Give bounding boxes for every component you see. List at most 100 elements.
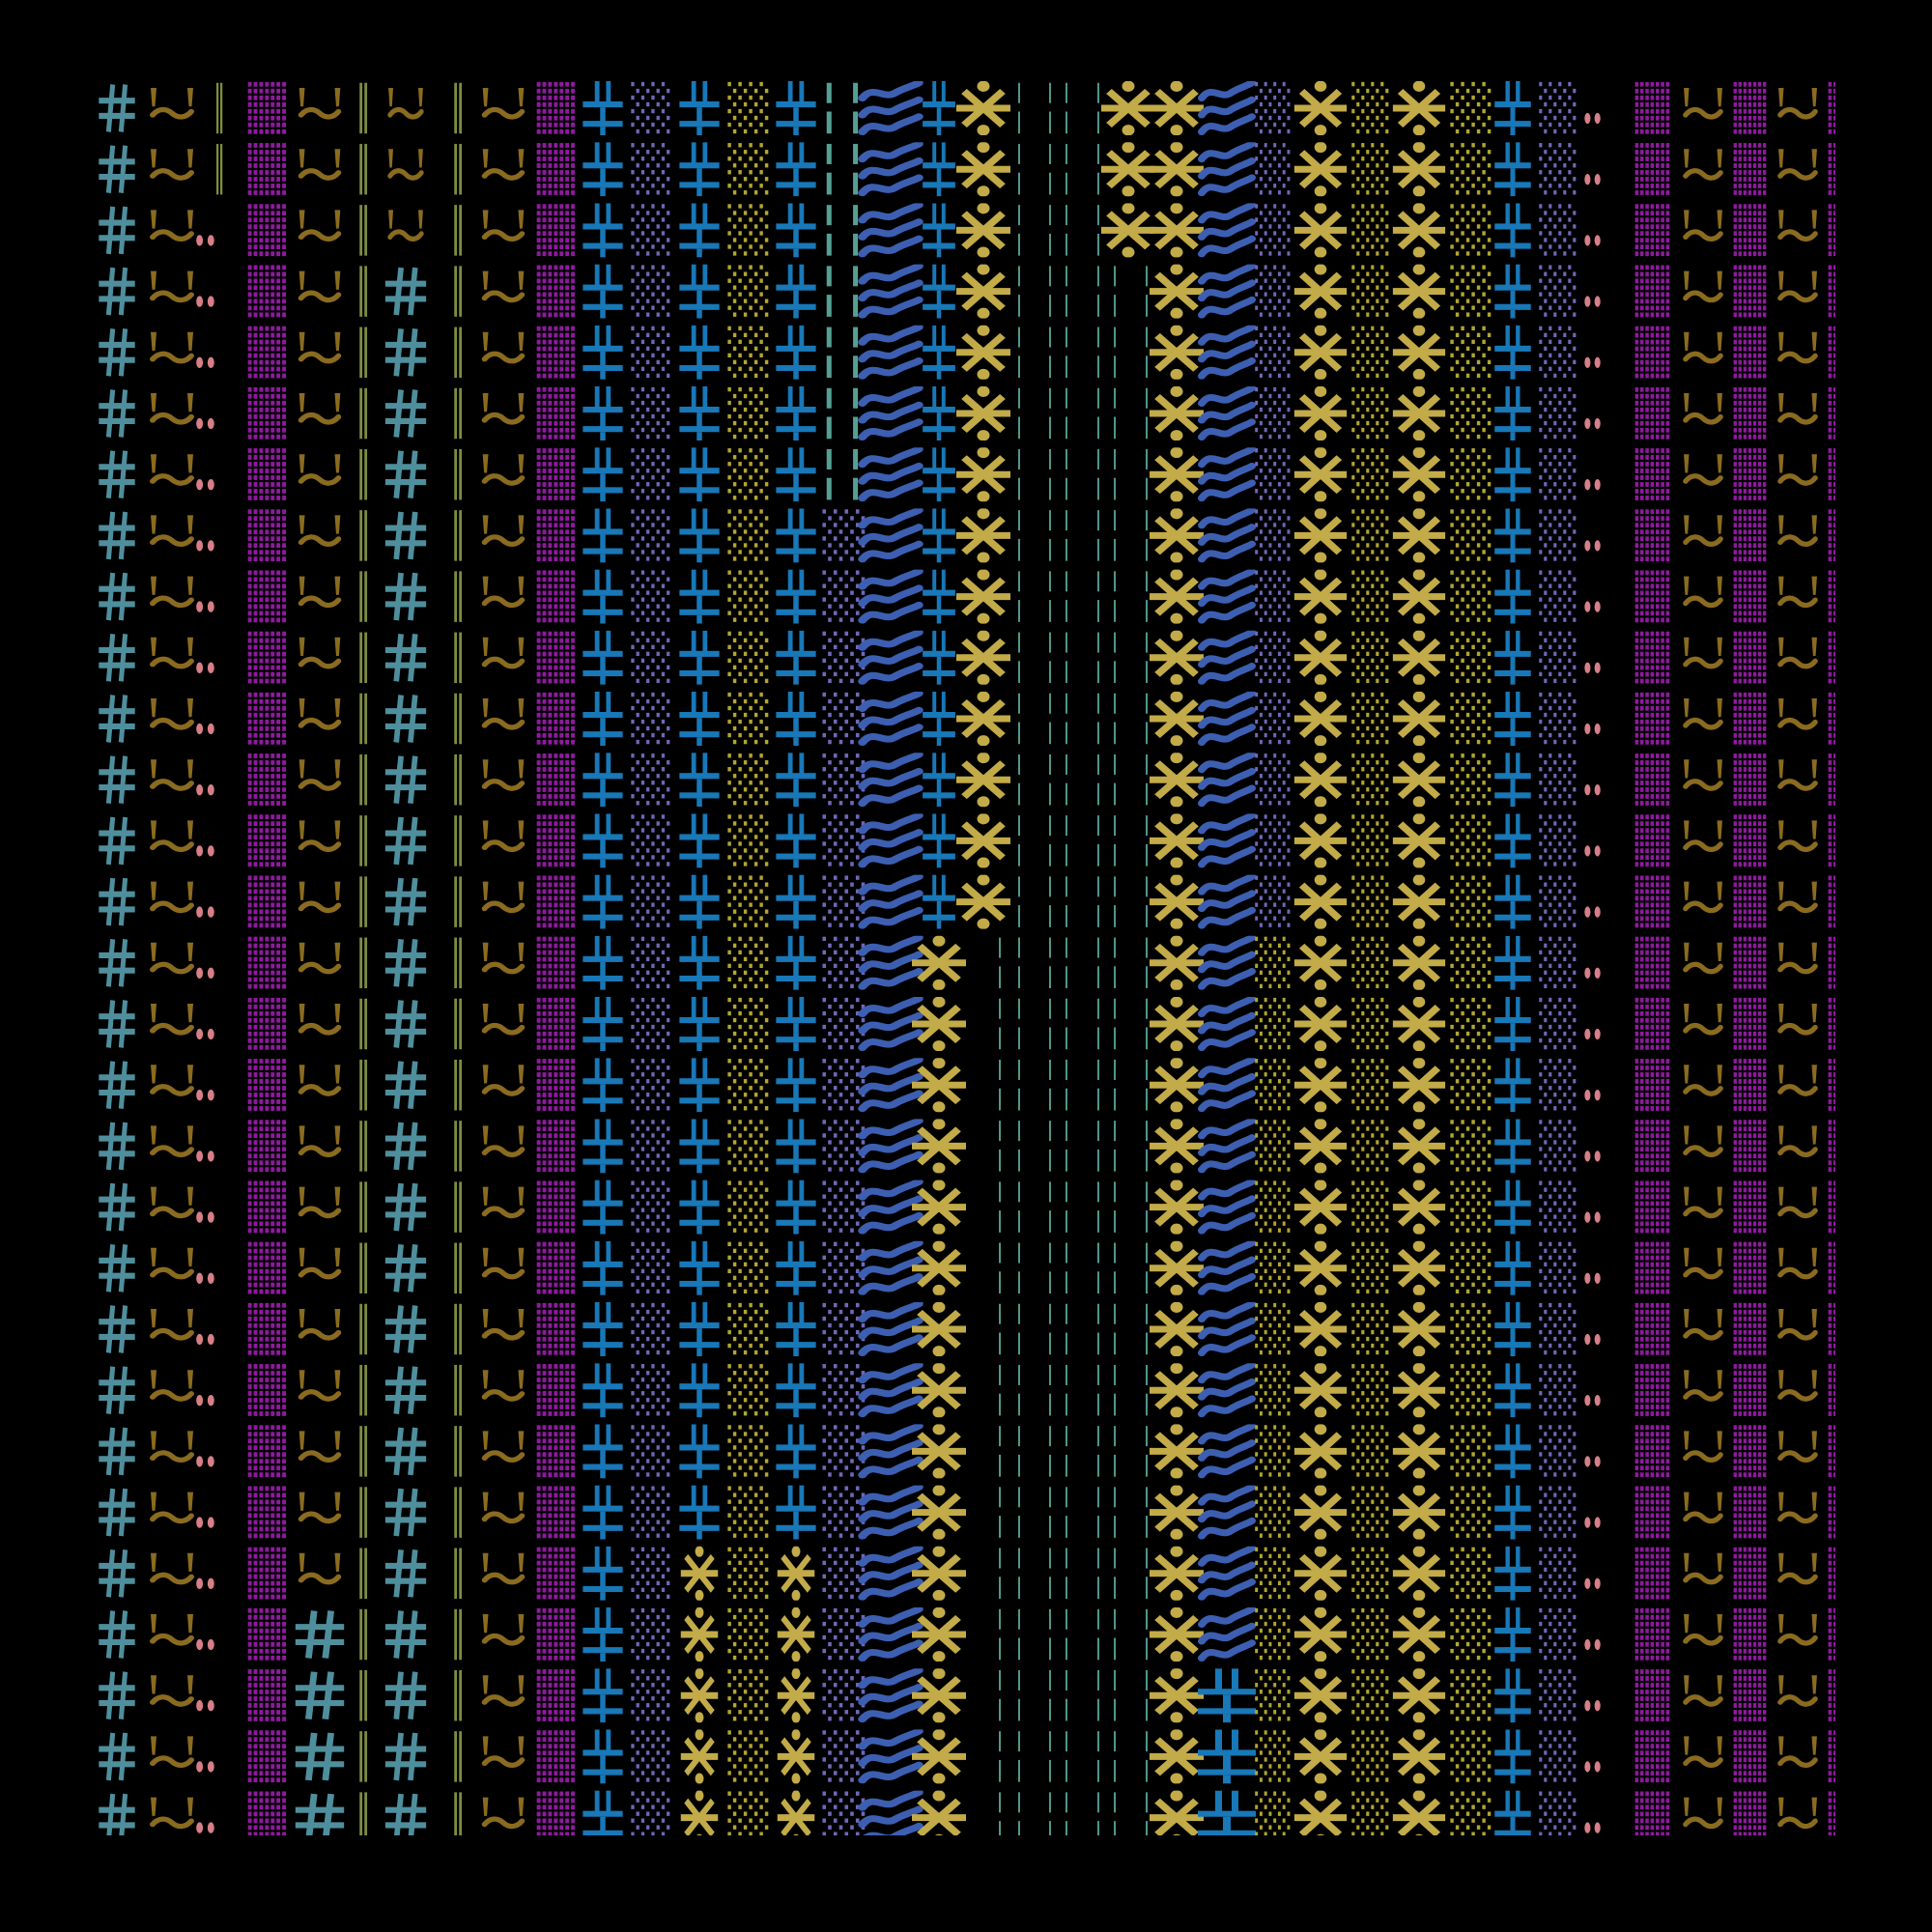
quote-tilde-quote-glyph [1684, 88, 1722, 117]
dense-woven-block-glyph [247, 143, 287, 195]
dashed-vertical-line-glyph [1049, 753, 1051, 806]
starburst-with-dots-glyph [1393, 203, 1445, 258]
sparse-dot-block-glyph [1255, 570, 1291, 622]
double-crossbar-glyph [1494, 1485, 1531, 1540]
dense-woven-block-glyph [1733, 143, 1767, 195]
double-crossbar-glyph [582, 1119, 623, 1174]
dashed-vertical-line-glyph [1146, 1181, 1148, 1233]
double-crossbar-glyph [582, 1363, 623, 1418]
double-crossbar-glyph [923, 692, 955, 746]
dashed-vertical-line-glyph [1049, 1181, 1051, 1233]
dense-woven-block-glyph [536, 1120, 576, 1173]
dense-woven-block-glyph [536, 936, 576, 989]
sparse-dot-block-glyph [1450, 265, 1492, 317]
sparse-dot-block-glyph [822, 753, 866, 806]
triple-wave-glyph [863, 938, 920, 987]
dense-woven-block-glyph [1634, 814, 1670, 867]
dashed-vertical-line-glyph [1146, 937, 1148, 989]
dashed-vertical-line-glyph [1049, 1426, 1051, 1477]
quote-tilde-quote-glyph [1684, 943, 1722, 972]
hash-sign-glyph [99, 939, 134, 986]
double-crossbar-glyph [776, 753, 816, 808]
double-crossbar-glyph [776, 1119, 816, 1174]
dashed-vertical-line-glyph [1049, 1242, 1051, 1294]
quote-tilde-quote-glyph [483, 638, 525, 667]
hash-sign-glyph [385, 1062, 426, 1109]
sparse-dot-block-glyph [1255, 1547, 1291, 1600]
starburst-with-dots-glyph [778, 1729, 815, 1784]
starburst-with-dots-glyph [1294, 935, 1347, 990]
dashed-vertical-line-glyph [1114, 510, 1116, 561]
starburst-with-dots-glyph [1294, 692, 1347, 747]
dashed-vertical-line-glyph [1049, 937, 1051, 989]
double-crossbar-glyph [1494, 203, 1531, 258]
sparse-dot-block-glyph [1351, 936, 1389, 989]
double-vertical-bar-glyph [359, 1303, 368, 1355]
dense-woven-block-glyph [1634, 692, 1670, 745]
dashed-vertical-line-glyph [1097, 510, 1099, 561]
pink-double-dot-glyph [196, 479, 214, 491]
double-crossbar-glyph [1494, 142, 1531, 197]
hash-sign-glyph [385, 1733, 426, 1780]
dense-woven-block-glyph [247, 265, 287, 318]
sparse-dot-block-glyph [822, 875, 866, 927]
double-vertical-bar-glyph [359, 1426, 368, 1477]
sparse-dot-block-glyph [727, 448, 769, 500]
dense-woven-block-glyph [247, 631, 287, 684]
double-vertical-bar-glyph [454, 571, 463, 622]
dashed-vertical-line-glyph [1097, 998, 1099, 1050]
double-vertical-bar-glyph [454, 1303, 463, 1355]
sparse-dot-block-glyph [727, 1425, 769, 1477]
starburst-with-dots-glyph [1150, 1729, 1204, 1784]
dashed-vertical-line-glyph [1065, 510, 1067, 561]
sparse-dot-block-glyph [1450, 81, 1492, 134]
quote-tilde-quote-glyph [483, 1798, 525, 1827]
hash-sign-glyph [99, 1306, 134, 1353]
triple-wave-glyph [863, 694, 920, 743]
sparse-dot-block-glyph [727, 814, 769, 867]
dashed-vertical-line-glyph [1018, 937, 1020, 989]
pink-double-dot-glyph [1584, 1638, 1601, 1651]
dense-woven-block-glyph [1634, 570, 1670, 623]
quote-tilde-quote-glyph [1778, 1004, 1817, 1033]
quote-tilde-quote-glyph [151, 149, 193, 178]
dense-woven-block-glyph [1733, 814, 1767, 867]
sparse-dot-block-glyph [1255, 814, 1291, 867]
dashed-vertical-line-glyph [1114, 387, 1116, 440]
double-vertical-bar-glyph [359, 387, 368, 440]
dashed-vertical-line-glyph [999, 937, 1001, 989]
sparse-dot-block-glyph [1539, 1669, 1577, 1721]
sparse-dot-block-glyph [1450, 692, 1492, 745]
starburst-with-dots-glyph [912, 1240, 966, 1295]
triple-wave-glyph [1202, 1121, 1252, 1170]
quote-tilde-quote-glyph [388, 149, 423, 178]
dashed-vertical-line-glyph [1097, 753, 1099, 806]
quote-tilde-quote-glyph [151, 1065, 193, 1094]
dashed-vertical-line-glyph [1049, 1303, 1051, 1355]
starburst-with-dots-glyph [1150, 1668, 1204, 1723]
hash-sign-glyph [99, 1672, 134, 1719]
double-vertical-bar-glyph [216, 143, 223, 195]
pink-double-dot-glyph [1584, 723, 1601, 735]
sparse-dot-block-glyph [822, 692, 866, 745]
quote-tilde-quote-glyph [1778, 1125, 1817, 1154]
dense-woven-block-glyph [1634, 81, 1670, 134]
sparse-dot-block-glyph [1351, 1486, 1389, 1538]
dense-woven-block-glyph [1828, 143, 1835, 195]
sparse-dot-block-glyph [727, 1791, 769, 1835]
double-vertical-bar-glyph [454, 1364, 463, 1416]
sparse-dot-block-glyph [727, 936, 769, 989]
quote-tilde-quote-glyph [1778, 210, 1817, 239]
dashed-vertical-line-glyph [1065, 937, 1067, 989]
sparse-dot-block-glyph [727, 386, 769, 440]
dense-woven-block-glyph [247, 386, 287, 440]
starburst-with-dots-glyph [1393, 508, 1445, 563]
sparse-dot-block-glyph [1255, 1302, 1291, 1355]
starburst-with-dots-glyph [1393, 813, 1445, 868]
sparse-dot-block-glyph [822, 1791, 866, 1835]
sparse-dot-block-glyph [727, 326, 769, 379]
double-crossbar-glyph [776, 447, 816, 502]
quote-tilde-quote-glyph [299, 638, 341, 667]
dense-woven-block-glyph [1828, 936, 1835, 989]
starburst-with-dots-glyph [1393, 386, 1445, 441]
